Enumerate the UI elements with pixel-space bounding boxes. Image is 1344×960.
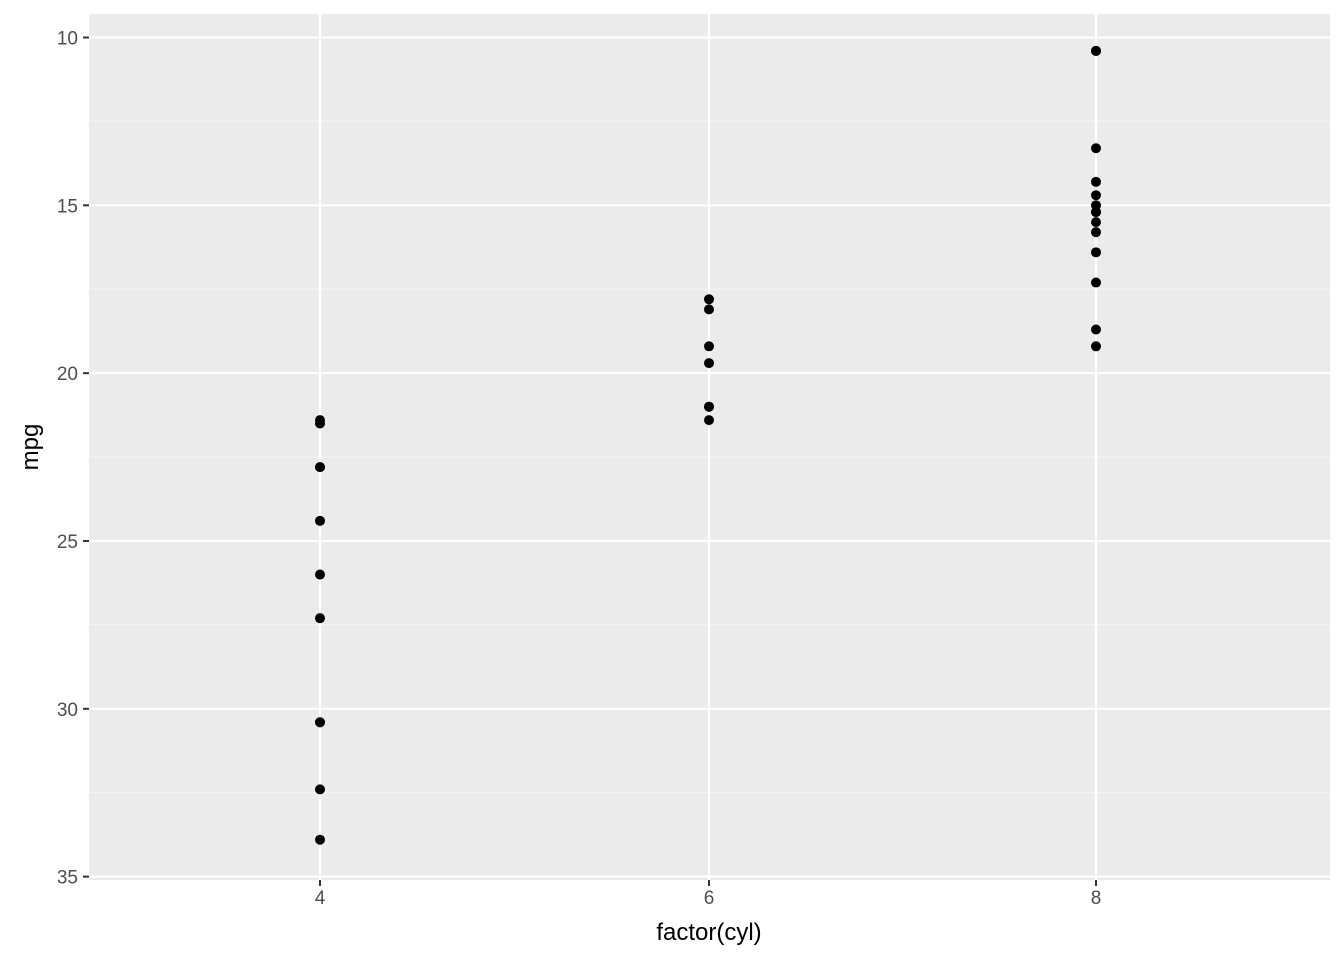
data-point bbox=[315, 462, 325, 473]
data-point bbox=[704, 401, 714, 412]
grid-major bbox=[89, 14, 1330, 880]
data-point bbox=[704, 341, 714, 352]
data-point bbox=[1091, 200, 1101, 211]
y-tick-label: 35 bbox=[57, 868, 78, 889]
data-point bbox=[315, 784, 325, 795]
data-point bbox=[315, 613, 325, 624]
y-tick-label: 15 bbox=[57, 196, 78, 217]
data-point bbox=[1091, 277, 1101, 288]
y-tick-label: 25 bbox=[57, 532, 78, 553]
data-point bbox=[704, 294, 714, 305]
x-axis-title: factor(cyl) bbox=[656, 919, 761, 946]
data-point bbox=[315, 515, 325, 526]
data-point bbox=[1091, 341, 1101, 352]
data-point bbox=[1091, 143, 1101, 154]
data-points bbox=[315, 45, 1101, 845]
data-point bbox=[1091, 324, 1101, 335]
data-point bbox=[704, 415, 714, 426]
data-point bbox=[704, 304, 714, 315]
data-point bbox=[1091, 190, 1101, 201]
data-point bbox=[1091, 227, 1101, 238]
y-axis-title: mpg bbox=[17, 424, 44, 471]
data-point bbox=[315, 834, 325, 845]
y-tick-label: 30 bbox=[57, 700, 78, 721]
data-point bbox=[315, 415, 325, 426]
x-tick-label: 8 bbox=[1091, 888, 1102, 909]
x-tick-label: 6 bbox=[704, 888, 715, 909]
data-point bbox=[1091, 45, 1101, 56]
data-point bbox=[704, 358, 714, 369]
data-point bbox=[315, 569, 325, 580]
x-tick-label: 4 bbox=[315, 888, 326, 909]
y-tick-label: 10 bbox=[57, 28, 78, 49]
data-point bbox=[1091, 247, 1101, 258]
data-point bbox=[1091, 217, 1101, 228]
data-point bbox=[1091, 176, 1101, 187]
y-tick-label: 20 bbox=[57, 364, 78, 385]
y-axis: 10 15 20 25 30 35 bbox=[57, 28, 89, 889]
data-point bbox=[315, 717, 325, 728]
x-axis: 4 6 8 bbox=[315, 880, 1102, 909]
